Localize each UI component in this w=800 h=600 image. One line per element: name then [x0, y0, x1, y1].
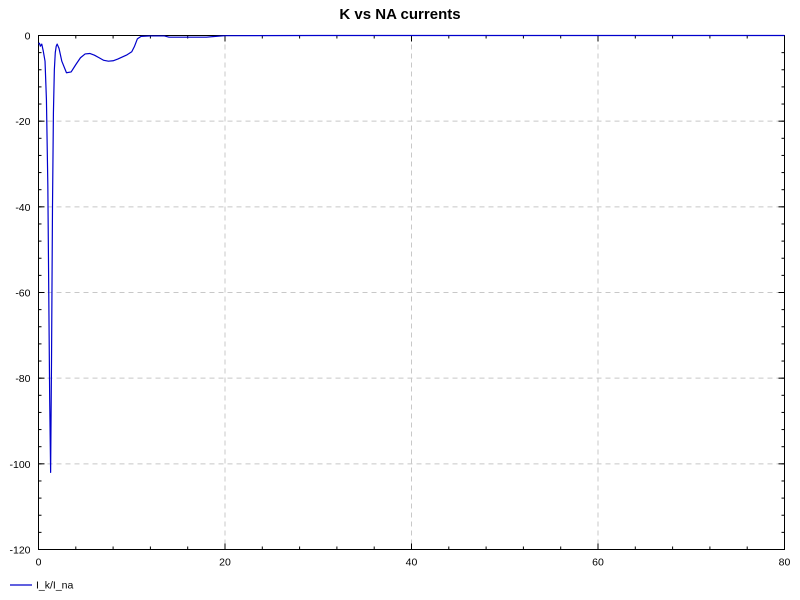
series-layer [38, 34, 785, 473]
y-tick-label: -120 [9, 545, 30, 557]
y-tick-label: -40 [15, 202, 30, 214]
x-axis: 0 20 40 60 80 [36, 35, 791, 569]
y-tick-label: -100 [9, 459, 30, 471]
grid [38, 35, 785, 550]
y-tick-label: -80 [15, 373, 30, 385]
x-tick-label: 20 [219, 557, 231, 569]
x-tick-label: 0 [36, 557, 42, 569]
series-line-0 [38, 34, 785, 473]
y-axis: 0 -20 -40 -60 -80 -100 -120 [9, 31, 785, 557]
y-tick-label: 0 [25, 31, 31, 43]
chart-title: K vs NA currents [339, 6, 460, 23]
x-tick-label: 40 [406, 557, 418, 569]
legend-label: I_k/I_na [36, 580, 74, 592]
legend: I_k/I_na [10, 580, 74, 592]
x-tick-label: 60 [592, 557, 604, 569]
y-tick-label: -60 [15, 288, 30, 300]
y-tick-label: -20 [15, 116, 30, 128]
x-tick-label: 80 [779, 557, 791, 569]
